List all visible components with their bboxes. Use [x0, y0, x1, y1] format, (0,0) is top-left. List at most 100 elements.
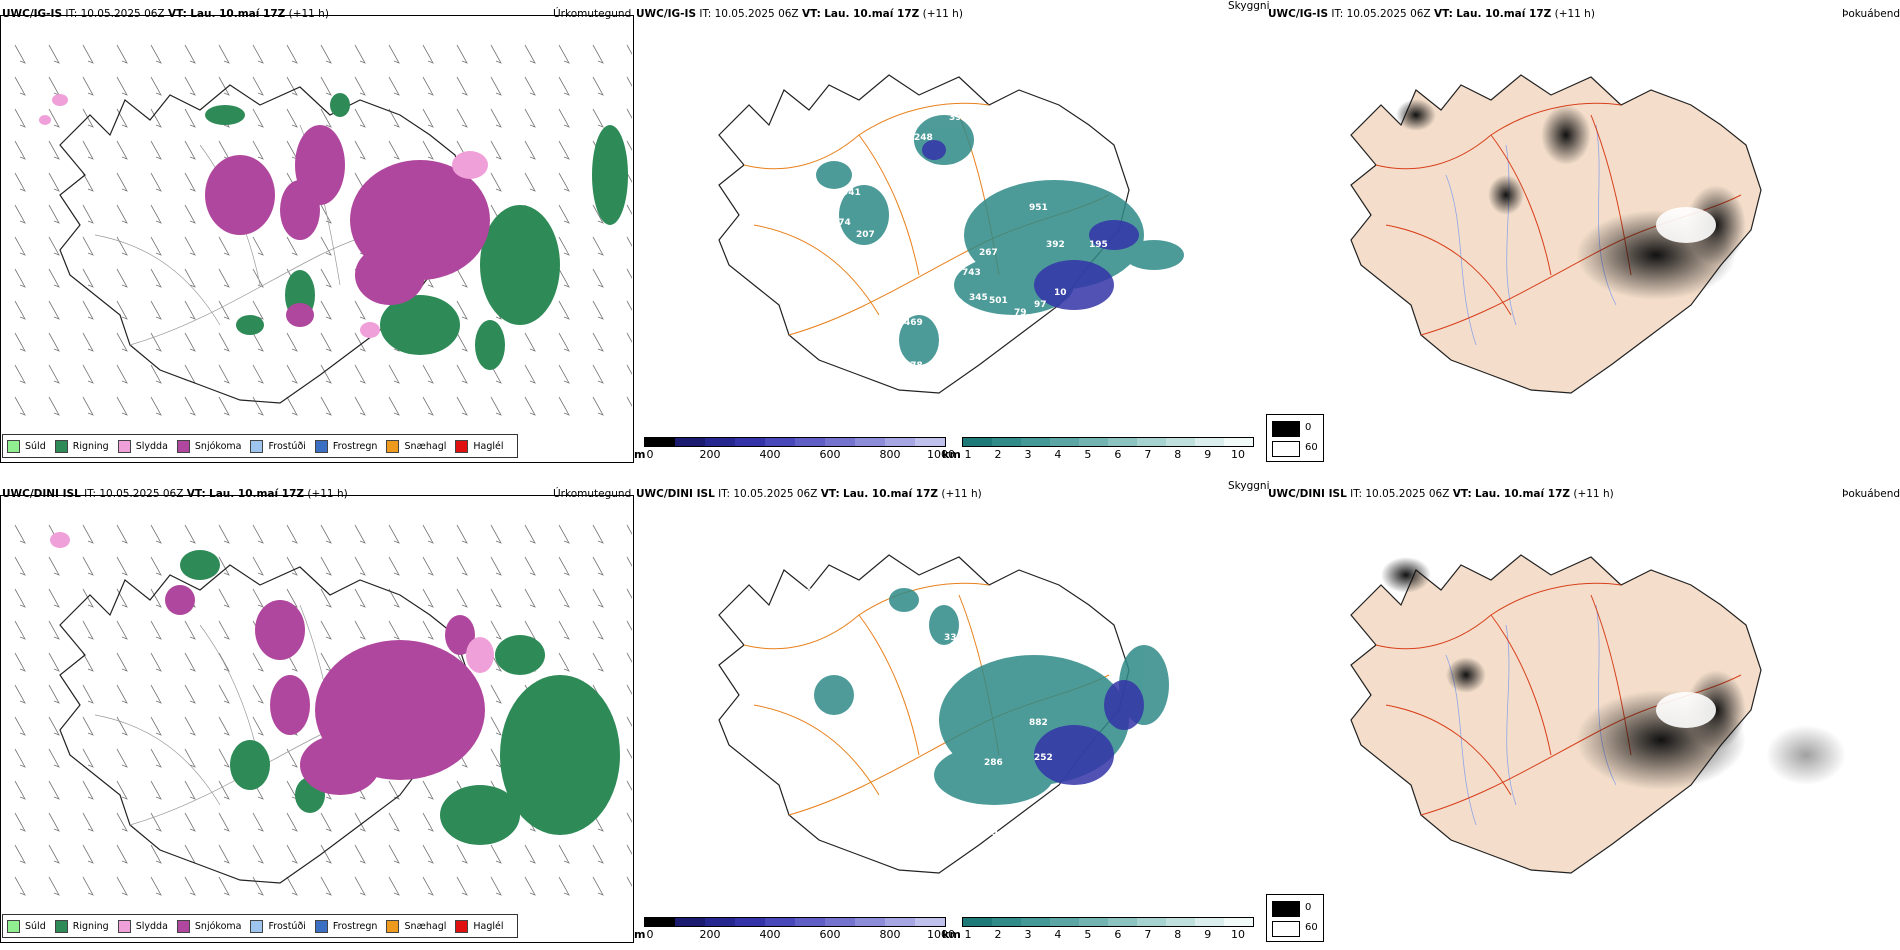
wind-barb	[490, 620, 502, 640]
cbar-cell	[885, 918, 915, 926]
wind-barb	[184, 44, 196, 64]
wind-barb	[48, 140, 60, 160]
cloud-base-label: 168	[974, 880, 993, 890]
wind-barb	[388, 140, 400, 160]
cbar-cell	[1021, 438, 1050, 446]
wind-barb	[354, 140, 366, 160]
wind-barb	[14, 780, 26, 800]
cbar-cell	[1224, 918, 1253, 926]
tick-label: 9	[1204, 928, 1212, 941]
tick-label: 600	[819, 928, 841, 941]
legend-swatch	[54, 439, 68, 453]
wind-barb	[558, 364, 570, 384]
wind-barb	[558, 236, 570, 256]
wind-barb	[82, 108, 94, 128]
tick-label: 0	[646, 928, 654, 941]
wind-barb	[82, 748, 94, 768]
wind-barb	[286, 108, 298, 128]
cloud-base-label: 207	[856, 230, 875, 240]
wind-barb	[14, 716, 26, 736]
panel-header: UWC/DINI ISL IT: 10.05.2025 06Z VT: Lau.…	[636, 488, 982, 500]
wind-barb	[48, 364, 60, 384]
wind-barb	[252, 108, 264, 128]
wind-barb	[626, 172, 632, 190]
wind-barb	[490, 844, 502, 864]
cloud-base-label: 79	[1014, 308, 1027, 318]
cbar-cell	[675, 438, 705, 446]
wind-barb	[150, 780, 162, 800]
tick-label: 200	[699, 448, 721, 461]
wind-barb	[286, 652, 298, 672]
wind-barb	[218, 332, 230, 352]
cbar-cell	[855, 918, 885, 926]
vt-label: VT:	[820, 488, 840, 500]
cbar-cell	[735, 438, 765, 446]
wind-barb	[218, 300, 230, 320]
fog-areas	[1396, 99, 1746, 300]
wind-barb	[286, 332, 298, 352]
wind-barb	[456, 76, 468, 96]
tick-label: 1000	[927, 448, 955, 461]
wind-barb	[626, 268, 632, 286]
tick-label: 3	[1024, 928, 1032, 941]
wind-barb	[456, 108, 468, 128]
wind-barb	[184, 204, 196, 224]
cbar-cell	[1137, 918, 1166, 926]
wind-barb	[524, 364, 536, 384]
wind-barb	[524, 76, 536, 96]
wind-barb	[354, 876, 366, 896]
tick-label: 5	[1084, 448, 1092, 461]
wind-barb	[116, 524, 128, 544]
wind-barb	[14, 172, 26, 192]
vt-value: Lau. 10.maí 17Z	[1475, 488, 1571, 500]
wind-barb	[48, 268, 60, 288]
sleet-areas	[50, 532, 494, 673]
wind-barb	[354, 44, 366, 64]
wind-barb	[14, 652, 26, 672]
wind-barb	[218, 140, 230, 160]
tick-label: 8	[1174, 928, 1182, 941]
wind-barb	[116, 108, 128, 128]
wind-barb	[82, 812, 94, 832]
wind-barb	[320, 108, 332, 128]
legend-swatch	[386, 919, 400, 933]
wind-barb	[218, 748, 230, 768]
wind-barb	[48, 108, 60, 128]
wind-barb	[14, 684, 26, 704]
wind-barb	[490, 716, 502, 736]
cloud-base-colorbar: m 0 200 400 600 800 1000	[634, 917, 964, 941]
cloud-base-label: 68	[1079, 833, 1092, 843]
wind-barb	[524, 332, 536, 352]
wind-barb	[48, 172, 60, 192]
wind-barb	[82, 620, 94, 640]
wind-barb	[286, 140, 298, 160]
wind-barb	[252, 556, 264, 576]
it-value: 10.05.2025 06Z	[80, 8, 165, 20]
wind-barb	[184, 876, 196, 896]
cloud-base-label: 123	[794, 588, 813, 598]
rain-areas	[205, 93, 628, 370]
cbar-cell	[645, 918, 675, 926]
wind-barb	[252, 844, 264, 864]
fog-panel: UWC/DINI ISL IT: 10.05.2025 06Z VT: Lau.…	[1266, 480, 1900, 950]
wind-barb	[116, 268, 128, 288]
wind-barb	[150, 268, 162, 288]
wind-barb	[558, 172, 570, 192]
wind-barb	[626, 300, 632, 318]
wind-barb	[82, 268, 94, 288]
wind-barb	[558, 620, 570, 640]
wind-barb	[320, 204, 332, 224]
vt-value: Lau. 10.maí 17Z	[209, 488, 305, 500]
cloud-base-label: 252	[1034, 753, 1053, 763]
wind-barb	[184, 620, 196, 640]
legend-swatch	[386, 439, 400, 453]
wind-barb	[48, 204, 60, 224]
wind-barb	[116, 620, 128, 640]
tick-label: 2	[994, 448, 1002, 461]
cbar-cell	[705, 918, 735, 926]
cbar-cell	[1166, 918, 1195, 926]
tick-label: 6	[1114, 448, 1122, 461]
wind-barb	[320, 524, 332, 544]
wind-barb	[82, 588, 94, 608]
wind-barb	[252, 812, 264, 832]
